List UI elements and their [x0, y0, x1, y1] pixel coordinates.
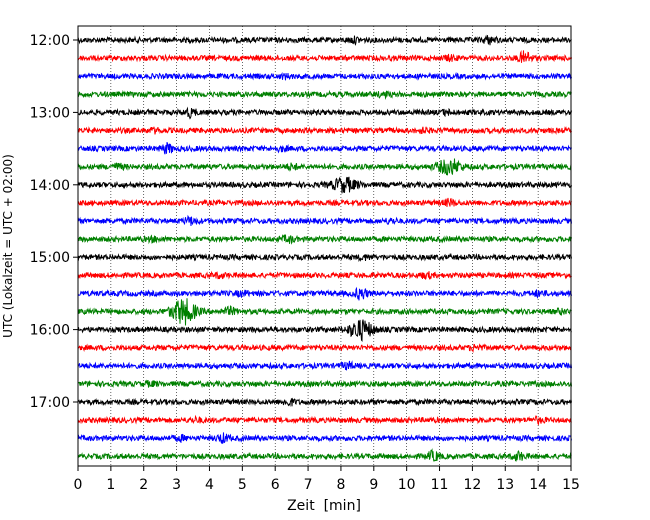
- y-axis-ticks: 12:00 13:00 14:00 15:00 16:00 17:00: [30, 33, 78, 411]
- trace-row: [77, 397, 572, 408]
- trace-row: [77, 106, 572, 120]
- trace-row: [77, 71, 572, 81]
- x-tick-label: 3: [172, 477, 181, 493]
- x-tick-label: 6: [271, 477, 280, 493]
- y-tick-label: 15:00: [30, 250, 70, 266]
- trace-row: [77, 34, 572, 46]
- y-tick-label: 13:00: [30, 105, 70, 121]
- y-tick-label: 16:00: [30, 323, 70, 339]
- trace-row: [77, 89, 572, 101]
- trace-row: [77, 319, 572, 342]
- trace-row: [77, 414, 572, 426]
- x-tick-label: 0: [74, 477, 83, 493]
- x-axis-label: Zeit [min]: [287, 498, 361, 514]
- trace-row: [77, 448, 572, 463]
- trace-row: [77, 142, 572, 155]
- trace-row: [77, 286, 572, 301]
- trace-row: [77, 50, 572, 63]
- trace-row: [77, 125, 572, 135]
- y-tick-label: 17:00: [30, 395, 70, 411]
- trace-row: [77, 197, 572, 208]
- y-tick-label: 12:00: [30, 33, 70, 49]
- x-tick-label: 9: [369, 477, 378, 493]
- trace-row: [77, 379, 572, 389]
- x-tick-label: 4: [205, 477, 214, 493]
- plot-frame: [77, 25, 572, 467]
- x-tick-label: 5: [238, 477, 247, 493]
- trace-row: [77, 158, 572, 176]
- trace-row: [77, 270, 572, 280]
- trace-row: [77, 343, 572, 354]
- y-tick-label: 14:00: [30, 178, 70, 194]
- trace-row: [77, 432, 572, 445]
- x-tick-label: 12: [463, 477, 481, 493]
- grid-lines: [110, 26, 539, 466]
- trace-row: [77, 252, 572, 263]
- x-tick-label: 7: [304, 477, 313, 493]
- x-tick-label: 11: [431, 477, 449, 493]
- trace-row: [77, 298, 572, 326]
- x-tick-label: 15: [562, 477, 580, 493]
- trace-row: [77, 233, 572, 245]
- x-axis-ticks: 0 1 2 3 4 5 6 7 8 9 10 11 12 13 14 15: [74, 466, 580, 493]
- x-tick-label: 10: [398, 477, 416, 493]
- x-tick-label: 8: [336, 477, 345, 493]
- trace-row: [77, 214, 572, 227]
- x-tick-label: 1: [106, 477, 115, 493]
- trace-row: [77, 176, 572, 194]
- x-tick-label: 13: [496, 477, 514, 493]
- trace-row: [77, 360, 572, 371]
- x-tick-label: 14: [529, 477, 547, 493]
- y-axis-label: UTC (Lokalzeit = UTC + 02:00): [1, 154, 15, 338]
- x-tick-label: 2: [139, 477, 148, 493]
- trace-layer: [77, 34, 572, 463]
